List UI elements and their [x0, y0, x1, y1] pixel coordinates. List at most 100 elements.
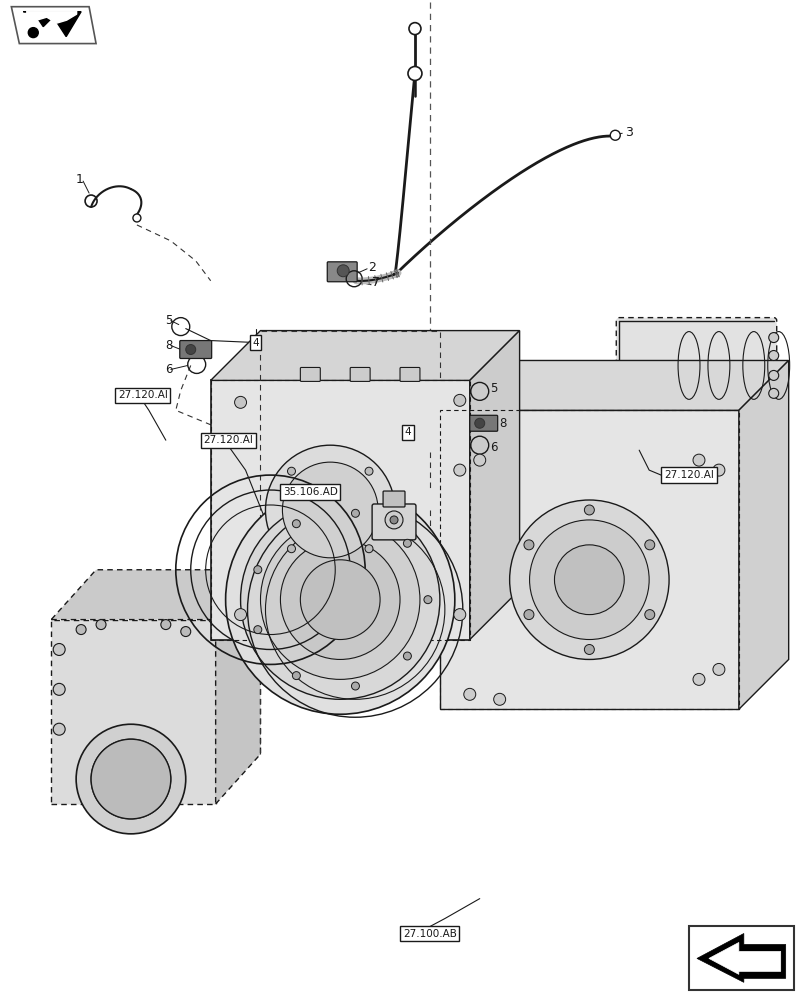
Text: 35.106.AD: 35.106.AD — [283, 487, 338, 497]
Circle shape — [768, 351, 779, 360]
Circle shape — [28, 28, 38, 38]
FancyBboxPatch shape — [350, 367, 370, 381]
Circle shape — [390, 516, 398, 524]
Circle shape — [266, 445, 395, 575]
Text: 27.120.AI: 27.120.AI — [204, 435, 254, 445]
Circle shape — [403, 652, 411, 660]
Circle shape — [225, 485, 455, 714]
Text: 7: 7 — [372, 276, 380, 289]
Circle shape — [76, 625, 86, 635]
Polygon shape — [709, 942, 781, 974]
FancyBboxPatch shape — [372, 504, 416, 540]
FancyBboxPatch shape — [400, 367, 420, 381]
Circle shape — [529, 520, 649, 640]
Text: 27.120.AI: 27.120.AI — [118, 390, 168, 400]
Polygon shape — [23, 12, 81, 37]
Circle shape — [464, 688, 476, 700]
Circle shape — [454, 394, 465, 406]
Circle shape — [475, 418, 485, 428]
Circle shape — [645, 610, 654, 620]
Circle shape — [403, 539, 411, 547]
Circle shape — [241, 500, 440, 699]
Circle shape — [53, 644, 65, 655]
Polygon shape — [739, 360, 789, 709]
Text: 8: 8 — [499, 417, 507, 430]
Circle shape — [693, 673, 705, 685]
FancyBboxPatch shape — [301, 367, 320, 381]
Text: 6: 6 — [490, 441, 497, 454]
Circle shape — [584, 505, 595, 515]
Circle shape — [288, 467, 296, 475]
Circle shape — [96, 620, 106, 630]
Circle shape — [693, 454, 705, 466]
Circle shape — [53, 723, 65, 735]
FancyBboxPatch shape — [383, 491, 405, 507]
FancyBboxPatch shape — [469, 415, 498, 431]
Circle shape — [254, 566, 262, 574]
FancyBboxPatch shape — [327, 262, 357, 282]
Circle shape — [292, 672, 301, 680]
Text: 5: 5 — [165, 314, 172, 327]
Text: 4: 4 — [405, 427, 411, 437]
Circle shape — [409, 23, 421, 35]
Circle shape — [292, 520, 301, 528]
Circle shape — [713, 464, 725, 476]
Circle shape — [454, 464, 465, 476]
Circle shape — [610, 130, 621, 140]
Polygon shape — [440, 360, 789, 410]
Circle shape — [510, 500, 669, 659]
Circle shape — [91, 739, 170, 819]
Circle shape — [280, 540, 400, 659]
FancyBboxPatch shape — [617, 318, 776, 418]
Circle shape — [234, 396, 246, 408]
Circle shape — [494, 693, 506, 705]
Circle shape — [161, 620, 170, 630]
Circle shape — [768, 388, 779, 398]
Circle shape — [454, 609, 465, 621]
Circle shape — [768, 370, 779, 380]
Circle shape — [53, 683, 65, 695]
Circle shape — [473, 454, 486, 466]
Polygon shape — [11, 7, 96, 44]
Text: 6: 6 — [165, 363, 172, 376]
Polygon shape — [51, 570, 260, 620]
Circle shape — [260, 520, 420, 679]
Text: 27.100.AB: 27.100.AB — [403, 929, 457, 939]
Circle shape — [365, 545, 373, 553]
Circle shape — [584, 645, 595, 654]
Circle shape — [301, 560, 380, 640]
Text: 8: 8 — [165, 339, 172, 352]
Circle shape — [424, 596, 432, 604]
FancyBboxPatch shape — [179, 341, 212, 358]
Text: 5: 5 — [490, 382, 497, 395]
Text: 1: 1 — [76, 173, 84, 186]
Polygon shape — [216, 570, 260, 804]
Circle shape — [713, 663, 725, 675]
Circle shape — [337, 265, 349, 277]
Circle shape — [524, 610, 534, 620]
Circle shape — [768, 333, 779, 343]
Circle shape — [645, 540, 654, 550]
Polygon shape — [51, 620, 216, 804]
Circle shape — [385, 511, 403, 529]
Text: 2: 2 — [368, 261, 376, 274]
Circle shape — [254, 626, 262, 634]
Polygon shape — [469, 331, 520, 640]
Circle shape — [554, 545, 625, 615]
Polygon shape — [697, 934, 785, 982]
Polygon shape — [440, 410, 739, 709]
Polygon shape — [211, 380, 469, 640]
Circle shape — [365, 467, 373, 475]
Text: 4: 4 — [252, 338, 259, 348]
Circle shape — [524, 540, 534, 550]
Ellipse shape — [91, 739, 170, 819]
Circle shape — [133, 214, 141, 222]
Bar — [689, 926, 793, 990]
Circle shape — [181, 627, 191, 637]
Circle shape — [234, 609, 246, 621]
Circle shape — [76, 724, 186, 834]
Circle shape — [351, 682, 360, 690]
Circle shape — [186, 345, 196, 355]
Polygon shape — [211, 331, 520, 380]
Circle shape — [351, 509, 360, 517]
